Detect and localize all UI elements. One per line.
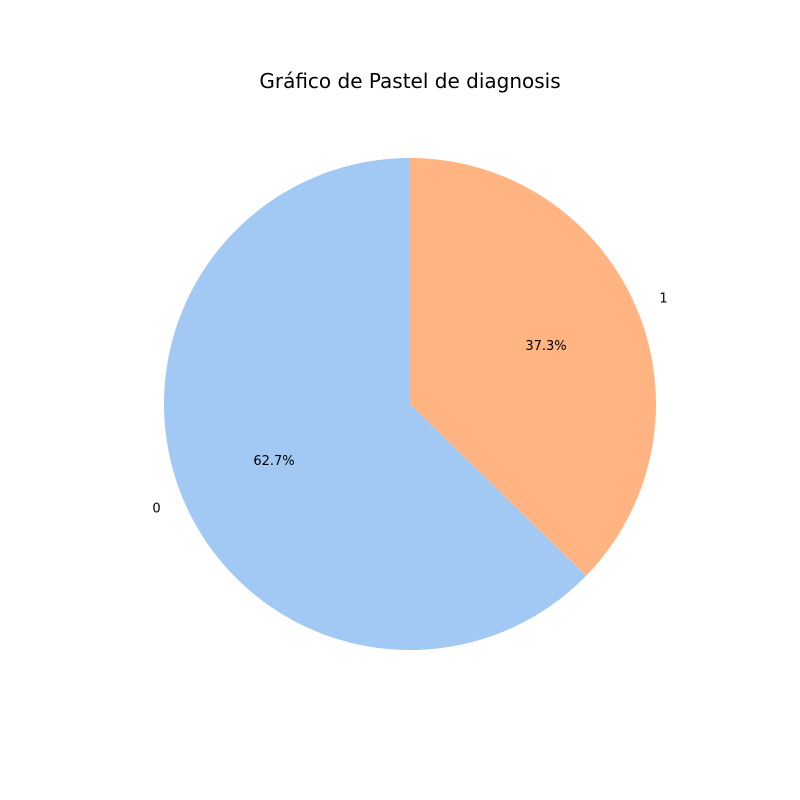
pie-slice-0: [163, 158, 587, 650]
pie-slice-1: [410, 158, 656, 576]
pie-labels: 0 62.7% 1 37.3%: [152, 291, 667, 516]
chart-title: Gráfico de Pastel de diagnosis: [259, 69, 560, 93]
slice-percent-1: 37.3%: [525, 339, 566, 354]
slice-label-0: 0: [152, 502, 160, 517]
pie-slices: [163, 158, 656, 650]
slice-percent-0: 62.7%: [253, 454, 294, 469]
slice-label-1: 1: [659, 291, 667, 306]
